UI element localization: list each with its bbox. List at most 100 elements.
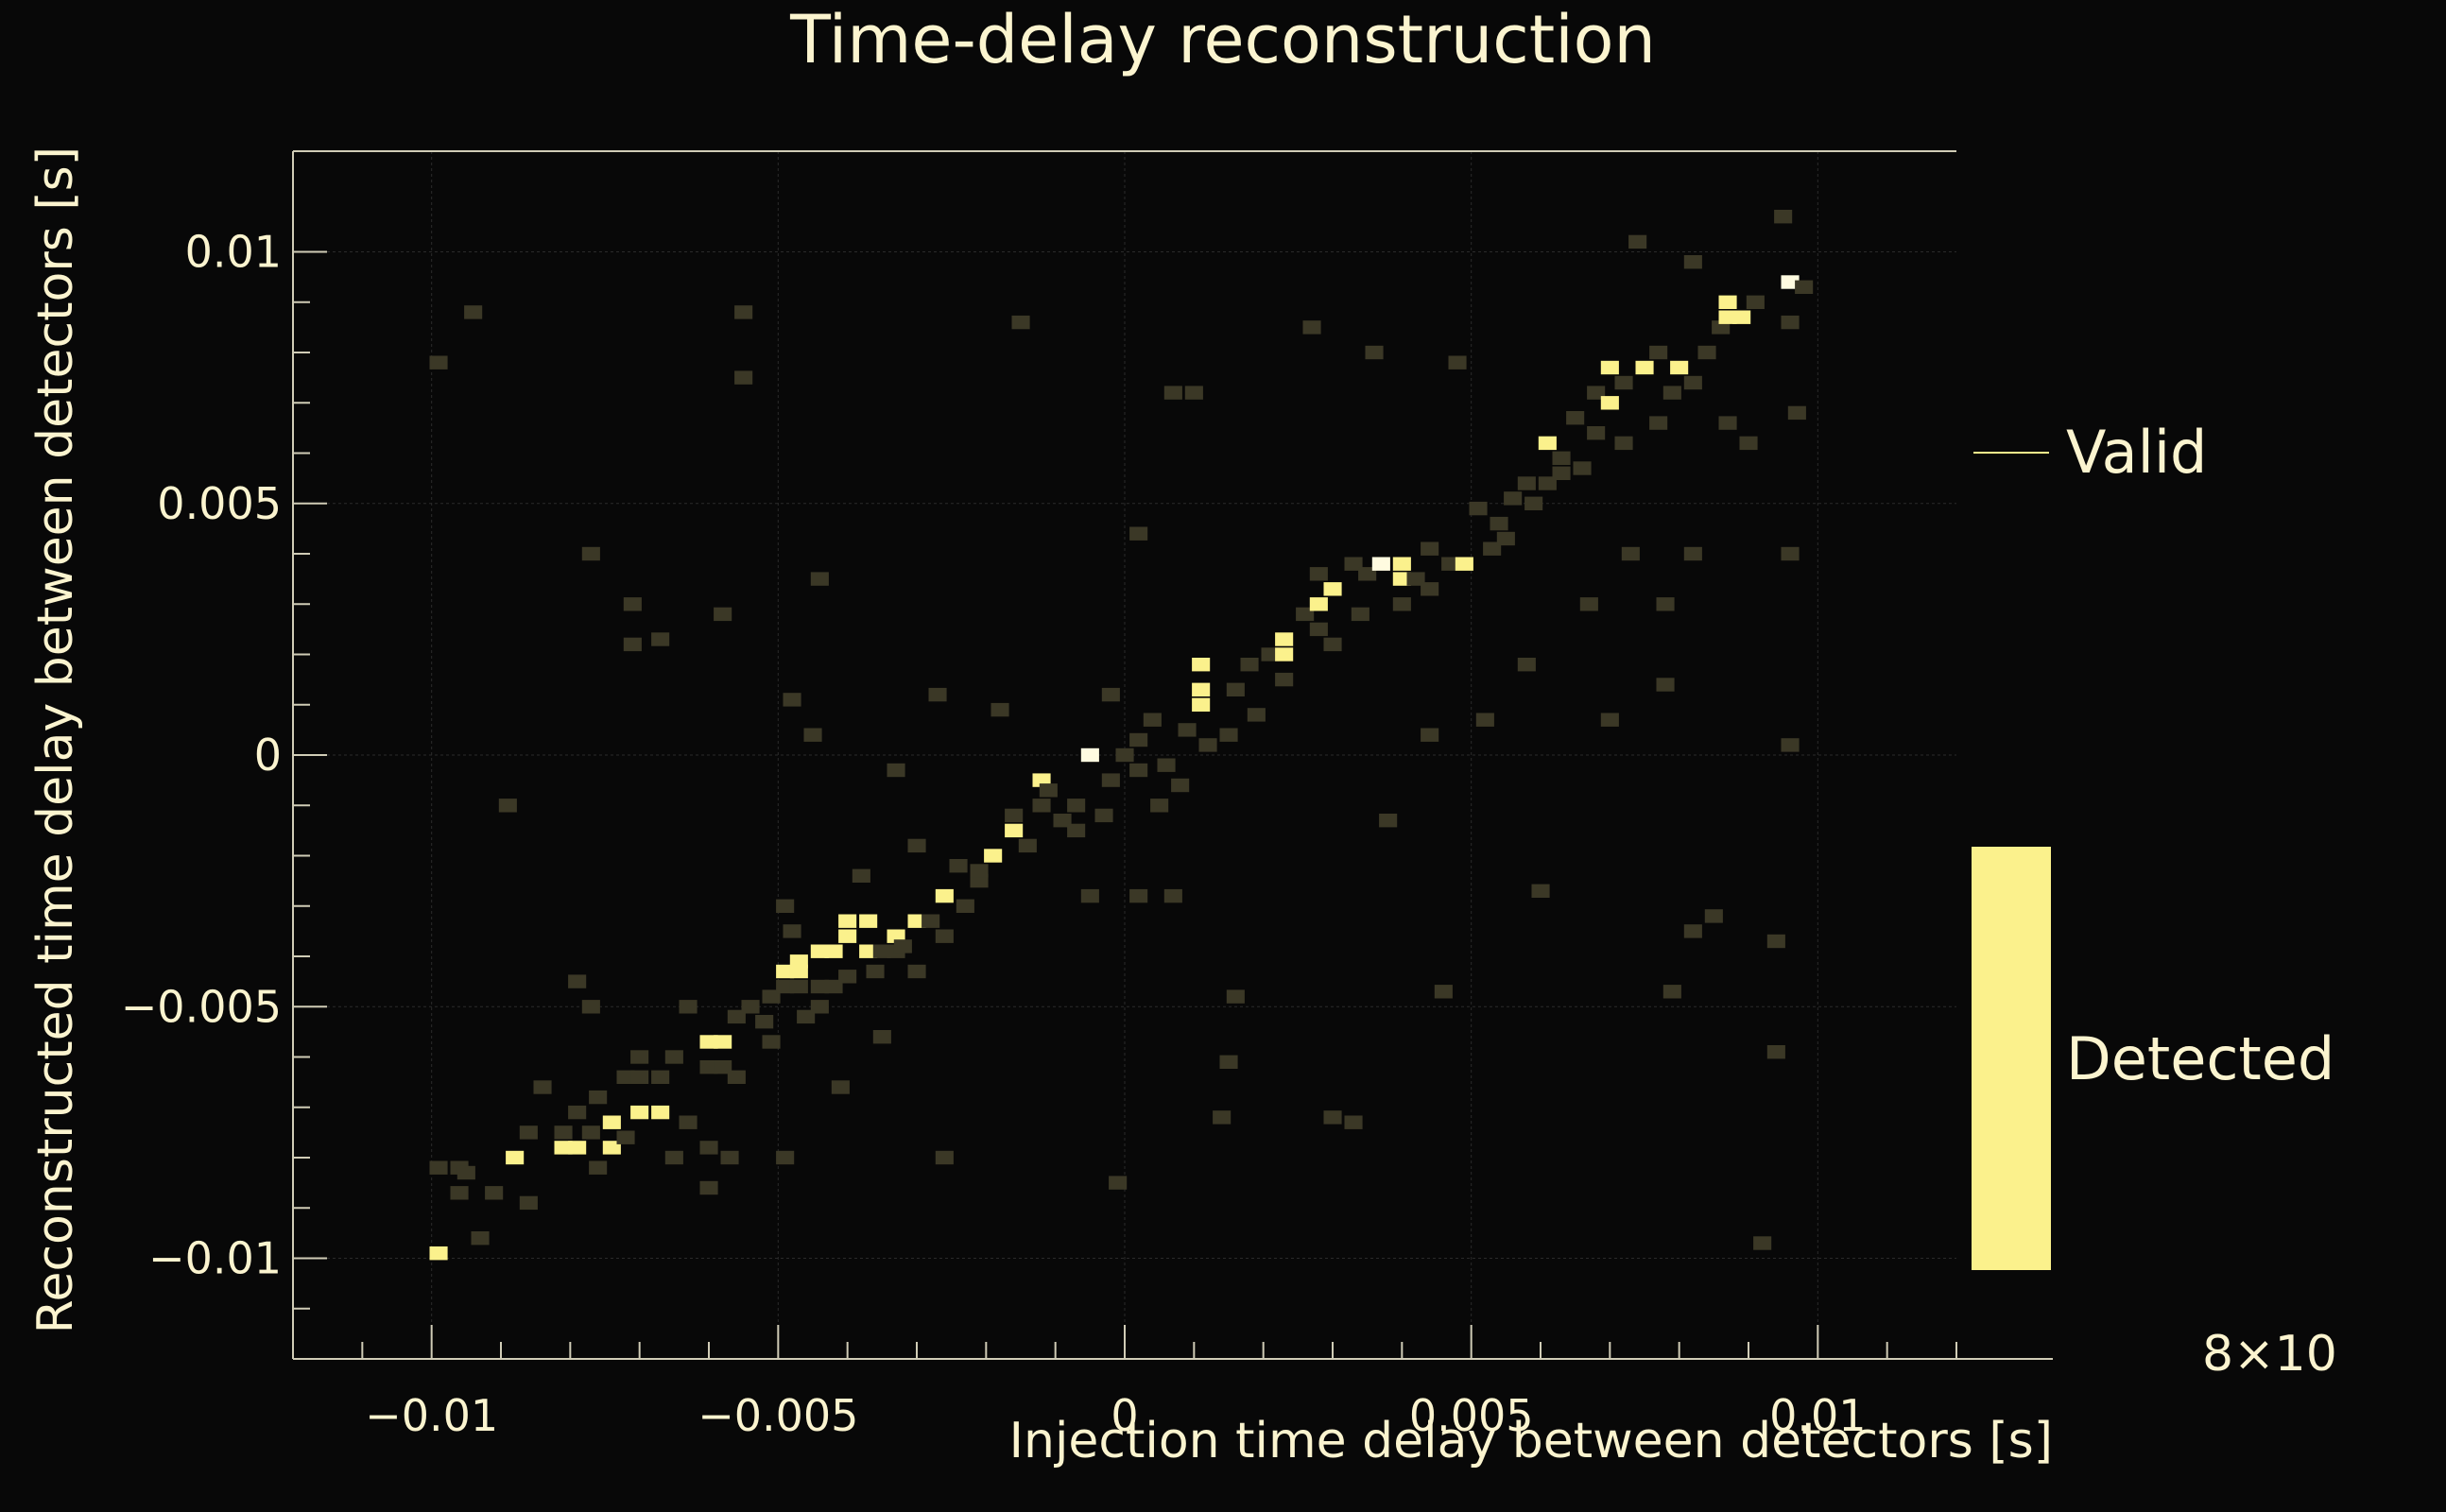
heatmap-bin: [956, 899, 974, 913]
heatmap-bin: [1656, 678, 1675, 692]
heatmap-bin: [783, 924, 801, 938]
heatmap-bin: [1732, 310, 1751, 324]
heatmap-bin: [1483, 541, 1502, 556]
heatmap-bin: [720, 1150, 739, 1165]
heatmap-bin: [1275, 647, 1294, 662]
heatmap-bin: [1163, 386, 1182, 400]
heatmap-bin: [533, 1080, 552, 1094]
legend-valid-label: Valid: [2066, 418, 2207, 487]
heatmap-bin: [1344, 557, 1363, 571]
heatmap-bin: [1053, 814, 1072, 828]
heatmap-bin: [1323, 637, 1342, 652]
heatmap-bin: [581, 1125, 600, 1140]
heatmap-bin: [1524, 496, 1543, 510]
heatmap-bin: [1683, 255, 1702, 269]
heatmap-bin: [762, 989, 781, 1004]
heatmap-bin: [1579, 597, 1598, 611]
heatmap-bin: [838, 970, 857, 984]
heatmap-bin: [935, 888, 954, 903]
heatmap-bin: [810, 944, 829, 958]
heatmap-bin: [1226, 682, 1245, 696]
heatmap-bin: [616, 1070, 635, 1084]
heatmap-bin: [1226, 989, 1245, 1004]
heatmap-bin: [1171, 778, 1190, 793]
heatmap-bin: [699, 1035, 718, 1049]
heatmap-bin: [1129, 888, 1148, 903]
heatmap-bin: [734, 305, 753, 319]
heatmap-bin: [935, 1150, 954, 1165]
heatmap-bin: [1240, 658, 1259, 672]
heatmap-bin: [714, 607, 732, 622]
heatmap-bin: [872, 944, 891, 958]
heatmap-bin: [1781, 546, 1800, 561]
heatmap-bin: [1766, 934, 1785, 949]
heatmap-bin: [1781, 275, 1800, 289]
heatmap-bin: [429, 1160, 448, 1175]
heatmap-bin: [727, 1009, 746, 1024]
heatmap-bin: [1469, 501, 1488, 516]
y-tick-label: −0.01: [148, 1233, 282, 1284]
heatmap-bin: [1344, 1115, 1363, 1129]
heatmap-bin: [1490, 516, 1508, 531]
heatmap-bin: [776, 979, 795, 994]
legend-detected-swatch-icon: [1972, 847, 2051, 1270]
heatmap-bin: [519, 1125, 538, 1140]
heatmap-bin: [1517, 658, 1536, 672]
heatmap-bin: [907, 838, 926, 853]
heatmap-bin: [498, 799, 517, 813]
heatmap-bin: [1365, 345, 1384, 360]
heatmap-bin: [1094, 808, 1113, 823]
heatmap-bin: [1552, 466, 1571, 480]
y-tick-label: 0: [254, 730, 282, 781]
heatmap-bin: [1421, 728, 1439, 742]
heatmap-bin: [1018, 838, 1037, 853]
heatmap-bin: [1080, 888, 1099, 903]
heatmap-bin: [651, 1070, 670, 1084]
heatmap-bin: [907, 914, 926, 928]
heatmap-bin: [464, 305, 483, 319]
heatmap-bin: [554, 1141, 573, 1155]
heatmap-bin: [1379, 814, 1398, 828]
heatmap-bin: [741, 1000, 760, 1014]
heatmap-bin: [1302, 320, 1321, 335]
heatmap-bin: [949, 859, 968, 873]
heatmap-bin: [893, 939, 912, 954]
heatmap-bin: [838, 914, 857, 928]
heatmap-bin: [1247, 708, 1266, 722]
heatmap-bin: [1587, 386, 1606, 400]
heatmap-bin: [1621, 546, 1640, 561]
heatmap-bin: [1129, 526, 1148, 541]
heatmap-bin: [776, 1150, 795, 1165]
heatmap-bin: [1552, 451, 1571, 465]
heatmap-bin: [1781, 738, 1800, 752]
heatmap-bin: [602, 1141, 621, 1155]
heatmap-bin: [970, 864, 989, 878]
heatmap-bin: [1746, 295, 1765, 309]
heatmap-bin: [1448, 355, 1467, 369]
heatmap-bin: [1573, 461, 1592, 475]
heatmap-bin: [679, 1115, 698, 1129]
heatmap-bins: [429, 210, 1814, 1261]
heatmap-bin: [1635, 360, 1654, 375]
heatmap-bin: [1434, 985, 1453, 999]
heatmap-bin: [1358, 567, 1377, 581]
heatmap-bin: [1309, 597, 1328, 611]
chart-title: Time-delay reconstruction: [789, 1, 1656, 78]
heatmap-bin: [1566, 411, 1585, 425]
heatmap-bin: [1011, 315, 1030, 330]
heatmap-bin: [859, 914, 878, 928]
heatmap-bin: [602, 1115, 621, 1129]
heatmap-bin: [714, 1060, 732, 1074]
heatmap-bin: [783, 693, 801, 707]
heatmap-bin: [651, 632, 670, 646]
colorbar-exponent-label: 8×10: [2202, 1326, 2337, 1383]
heatmap-bin: [1774, 210, 1793, 224]
heatmap-bin: [762, 1035, 781, 1049]
heatmap-bin: [568, 1105, 587, 1120]
heatmap-bin: [1198, 738, 1217, 752]
heatmap-bin: [568, 1141, 587, 1155]
heatmap-bin: [789, 954, 808, 969]
heatmap-bin: [1115, 747, 1134, 763]
heatmap-bin: [755, 1015, 774, 1029]
heatmap-bin: [519, 1195, 538, 1211]
